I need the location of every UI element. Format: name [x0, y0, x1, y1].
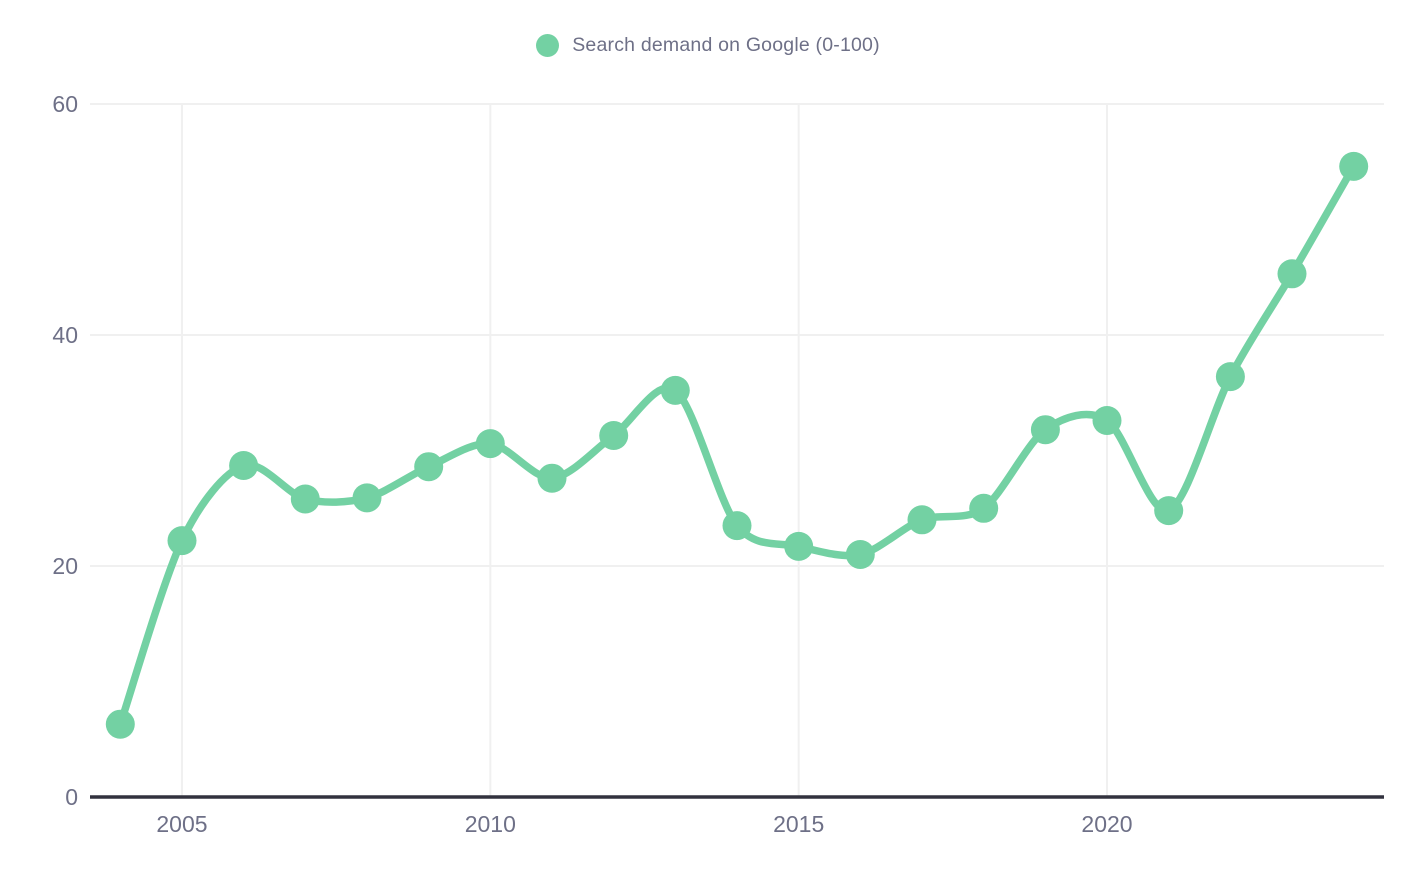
data-point-2004[interactable]: [105, 709, 135, 739]
y-tick-label-20: 20: [52, 553, 78, 579]
data-point-2024[interactable]: [1339, 151, 1369, 181]
data-point-2007[interactable]: [290, 484, 320, 514]
data-point-2014[interactable]: [722, 511, 752, 541]
data-point-2015[interactable]: [784, 531, 814, 561]
chart-legend-item[interactable]: Search demand on Google (0-100): [0, 34, 1416, 57]
y-tick-label-40: 40: [52, 322, 78, 348]
data-point-2022[interactable]: [1215, 362, 1245, 392]
data-point-2008[interactable]: [352, 483, 382, 513]
data-point-2023[interactable]: [1277, 259, 1307, 289]
data-point-2012[interactable]: [599, 421, 629, 450]
data-point-2017[interactable]: [907, 505, 937, 535]
y-tick-label-0: 0: [65, 784, 78, 810]
data-point-2009[interactable]: [414, 452, 444, 482]
series-line: [116, 162, 1358, 728]
data-point-2006[interactable]: [229, 451, 259, 480]
data-point-2005[interactable]: [167, 526, 197, 556]
data-point-2021[interactable]: [1154, 496, 1184, 526]
x-tick-label-2005: 2005: [156, 811, 207, 837]
data-point-2019[interactable]: [1030, 415, 1060, 445]
data-point-2013[interactable]: [660, 375, 690, 405]
data-point-2020[interactable]: [1092, 406, 1122, 435]
data-point-2016[interactable]: [845, 540, 875, 569]
y-tick-label-60: 60: [52, 91, 78, 117]
legend-label: Search demand on Google (0-100): [572, 34, 880, 56]
x-tick-label-2010: 2010: [465, 811, 516, 837]
data-point-2010[interactable]: [475, 429, 505, 459]
x-tick-label-2015: 2015: [773, 811, 824, 837]
data-point-2011[interactable]: [537, 463, 567, 493]
data-point-2018[interactable]: [969, 493, 999, 523]
legend-marker-icon: [536, 34, 560, 57]
x-tick-label-2020: 2020: [1081, 811, 1132, 837]
